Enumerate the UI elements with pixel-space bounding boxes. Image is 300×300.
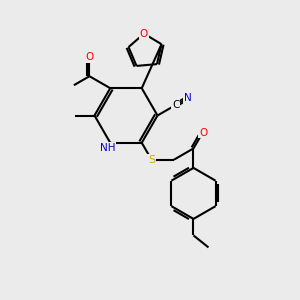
Text: O: O: [140, 29, 148, 39]
Text: C: C: [172, 100, 179, 110]
Text: O: O: [85, 52, 94, 62]
Text: NH: NH: [100, 143, 116, 153]
Text: N: N: [184, 93, 191, 103]
Text: S: S: [148, 155, 155, 165]
Text: O: O: [199, 128, 207, 138]
